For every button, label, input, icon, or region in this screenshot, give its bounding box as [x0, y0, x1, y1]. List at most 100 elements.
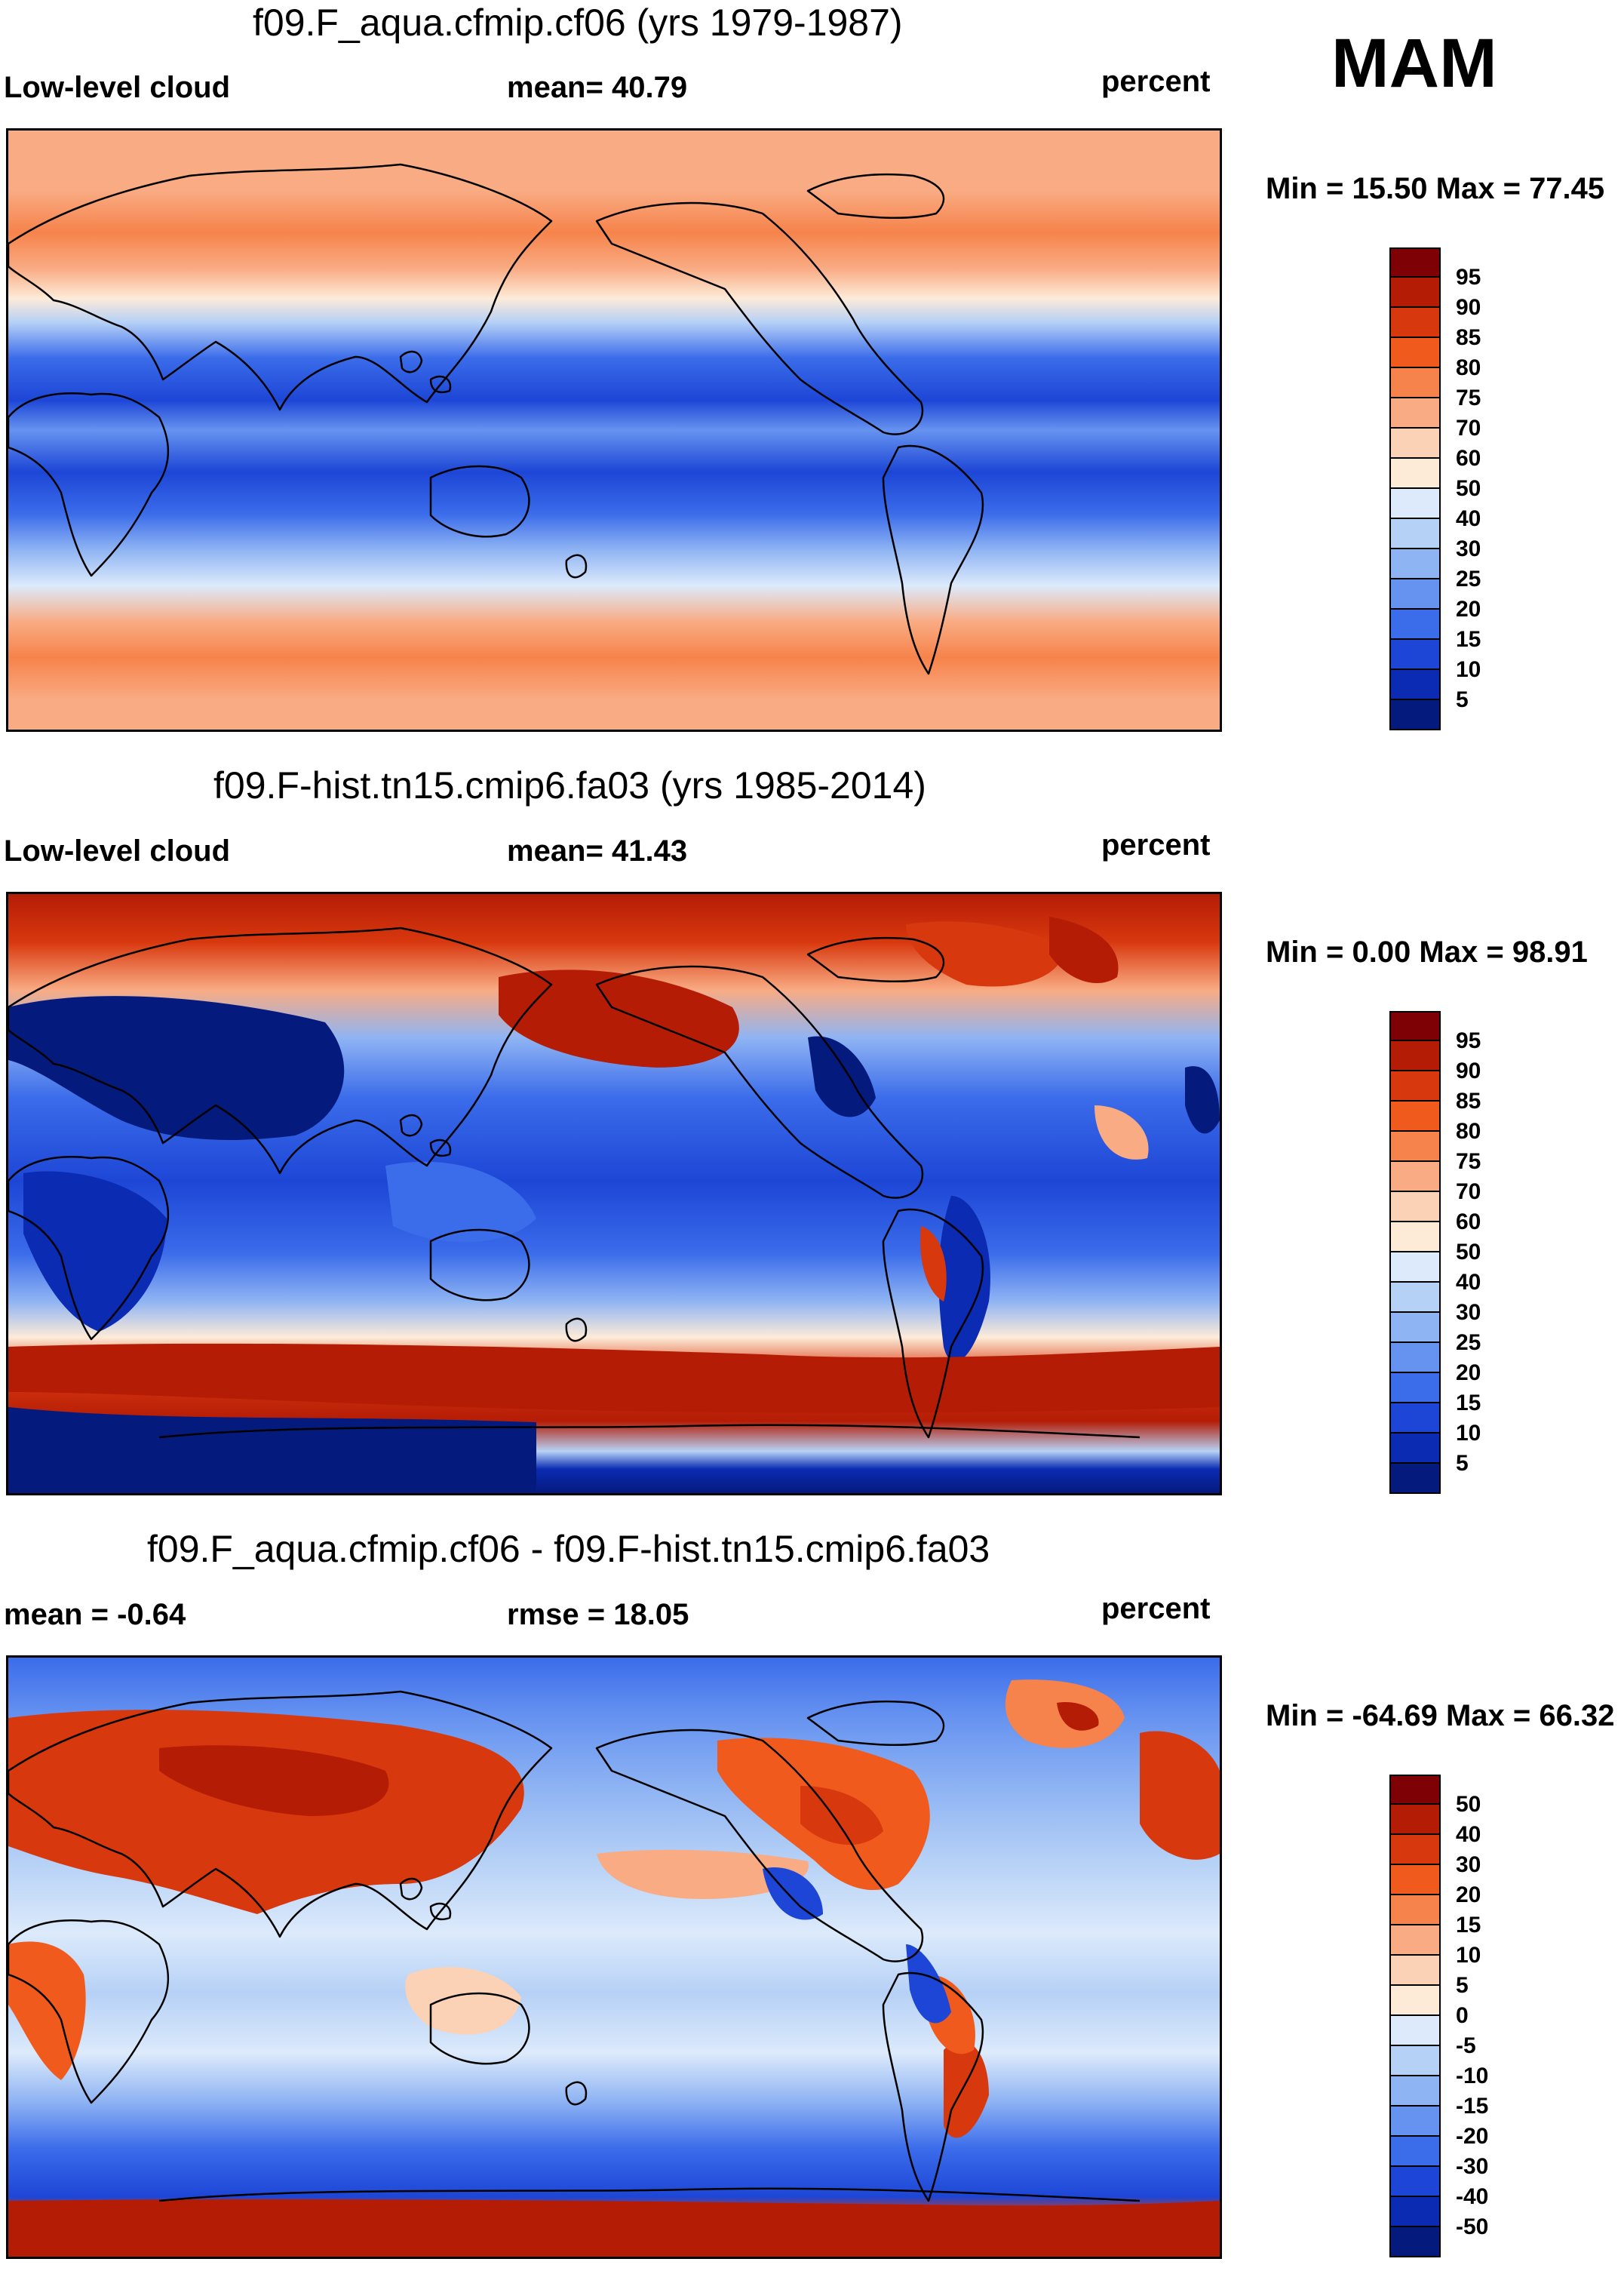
- colorbar-tick-label: -5: [1456, 2033, 1476, 2058]
- colorbar-tick-label: 0: [1456, 2003, 1469, 2028]
- panel-3-map: [6, 1655, 1222, 2259]
- colorbar-box: [1389, 2107, 1441, 2137]
- panel-1-map: [6, 128, 1222, 732]
- colorbar-tick-label: 70: [1456, 416, 1481, 441]
- panel-3-minmax-label: Min = -64.69 Max = 66.32: [1266, 1699, 1615, 1732]
- colorbar-box: [1389, 1805, 1441, 1835]
- panel-2-colorbar: 95 90 85 80 75 70 60 50 40 30 25 20 15 10 5: [1389, 1011, 1481, 1494]
- panel-1-colorbar-boxes: [1389, 247, 1441, 730]
- colorbar-tick-label: 60: [1456, 446, 1481, 471]
- colorbar-box: [1389, 1011, 1441, 1041]
- colorbar-box: [1389, 1192, 1441, 1222]
- colorbar-box: [1389, 2137, 1441, 2167]
- colorbar-box: [1389, 278, 1441, 308]
- panel-2-title: f09.F-hist.tn15.cmip6.fa03 (yrs 1985-201…: [213, 764, 926, 807]
- colorbar-box: [1389, 398, 1441, 429]
- colorbar-tick-label: 85: [1456, 1089, 1481, 1114]
- colorbar-box: [1389, 1895, 1441, 1925]
- colorbar-box: [1389, 670, 1441, 700]
- colorbar-tick-label: 10: [1456, 657, 1481, 682]
- colorbar-tick-label: 60: [1456, 1209, 1481, 1234]
- colorbar-box: [1389, 459, 1441, 489]
- colorbar-tick-label: 20: [1456, 597, 1481, 622]
- colorbar-tick-label: -15: [1456, 2094, 1489, 2119]
- colorbar-tick-label: 90: [1456, 1059, 1481, 1083]
- colorbar-box: [1389, 2197, 1441, 2227]
- panel-3-units-label: percent: [1101, 1592, 1211, 1625]
- panel-2-mean-label: mean= 41.43: [507, 834, 688, 868]
- panel-3-title: f09.F_aqua.cfmip.cf06 - f09.F-hist.tn15.…: [147, 1528, 990, 1570]
- colorbar-tick-label: 80: [1456, 355, 1481, 380]
- colorbar-tick-label: -20: [1456, 2124, 1489, 2149]
- colorbar-box: [1389, 1222, 1441, 1252]
- colorbar-box: [1389, 308, 1441, 338]
- colorbar-tick-label: 10: [1456, 1421, 1481, 1446]
- panel-2-units-label: percent: [1101, 828, 1211, 862]
- colorbar-box: [1389, 1464, 1441, 1494]
- panel-2-variable-label: Low-level cloud: [4, 834, 231, 868]
- colorbar-box: [1389, 489, 1441, 519]
- colorbar-tick-label: -30: [1456, 2154, 1489, 2179]
- colorbar-box: [1389, 429, 1441, 459]
- colorbar-tick-label: -40: [1456, 2184, 1489, 2209]
- colorbar-box: [1389, 1835, 1441, 1865]
- colorbar-box: [1389, 338, 1441, 368]
- panel-2-colorbar-boxes: [1389, 1011, 1441, 1494]
- colorbar-box: [1389, 1956, 1441, 1986]
- colorbar-box: [1389, 2016, 1441, 2046]
- colorbar-tick-label: 25: [1456, 1330, 1481, 1355]
- colorbar-box: [1389, 1162, 1441, 1192]
- season-label: MAM: [1331, 25, 1497, 102]
- colorbar-tick-label: 50: [1456, 1792, 1481, 1817]
- colorbar-box: [1389, 2046, 1441, 2076]
- colorbar-box: [1389, 1071, 1441, 1102]
- colorbar-tick-label: 70: [1456, 1179, 1481, 1204]
- colorbar-box: [1389, 1252, 1441, 1283]
- colorbar-box: [1389, 1403, 1441, 1434]
- panel-1-colorbar: 95 90 85 80 75 70 60 50 40 30 25 20 15 10 5: [1389, 247, 1481, 730]
- colorbar-box: [1389, 2076, 1441, 2107]
- colorbar-box: [1389, 1434, 1441, 1464]
- colorbar-tick-label: 75: [1456, 1149, 1481, 1174]
- panel-1-title: f09.F_aqua.cfmip.cf06 (yrs 1979-1987): [253, 2, 903, 44]
- panel-3-mean-label: mean = -0.64: [4, 1598, 186, 1631]
- colorbar-tick-label: 85: [1456, 325, 1481, 350]
- colorbar-box: [1389, 1925, 1441, 1956]
- colorbar-tick-label: 50: [1456, 1240, 1481, 1265]
- colorbar-tick-label: 95: [1456, 1028, 1481, 1053]
- colorbar-tick-label: 25: [1456, 567, 1481, 592]
- panel-2-features: [8, 917, 1220, 1493]
- colorbar-tick-label: 95: [1456, 265, 1481, 290]
- colorbar-tick-label: 40: [1456, 1822, 1481, 1847]
- colorbar-box: [1389, 1865, 1441, 1895]
- panel-1-minmax-label: Min = 15.50 Max = 77.45: [1266, 172, 1605, 205]
- colorbar-box: [1389, 247, 1441, 278]
- colorbar-box: [1389, 579, 1441, 610]
- colorbar-box: [1389, 610, 1441, 640]
- colorbar-tick-label: 5: [1456, 1451, 1469, 1476]
- panel-3-colorbar-boxes: [1389, 1775, 1441, 2257]
- panel-2-map: [6, 892, 1222, 1495]
- colorbar-tick-label: 50: [1456, 476, 1481, 501]
- colorbar-box: [1389, 1041, 1441, 1071]
- colorbar-box: [1389, 368, 1441, 398]
- panel-3-features: [8, 1679, 1220, 2257]
- colorbar-tick-label: 5: [1456, 687, 1469, 712]
- colorbar-tick-label: 20: [1456, 1882, 1481, 1907]
- colorbar-tick-label: 15: [1456, 627, 1481, 652]
- colorbar-tick-label: 5: [1456, 1973, 1469, 1998]
- colorbar-box: [1389, 549, 1441, 579]
- colorbar-box: [1389, 1283, 1441, 1313]
- panel-1-coastlines: [8, 163, 984, 675]
- colorbar-tick-label: 40: [1456, 1270, 1481, 1295]
- panel-1-field: [8, 131, 1220, 730]
- colorbar-tick-label: 30: [1456, 1852, 1481, 1877]
- panel-2-minmax-label: Min = 0.00 Max = 98.91: [1266, 936, 1588, 969]
- colorbar-box: [1389, 1102, 1441, 1132]
- panel-1-mean-label: mean= 40.79: [507, 71, 688, 104]
- panel-3-coastlines: [8, 1690, 1140, 2202]
- colorbar-tick-label: 20: [1456, 1360, 1481, 1385]
- colorbar-box: [1389, 2167, 1441, 2197]
- panel-2-coastlines: [8, 927, 1140, 1439]
- colorbar-tick-label: 80: [1456, 1119, 1481, 1144]
